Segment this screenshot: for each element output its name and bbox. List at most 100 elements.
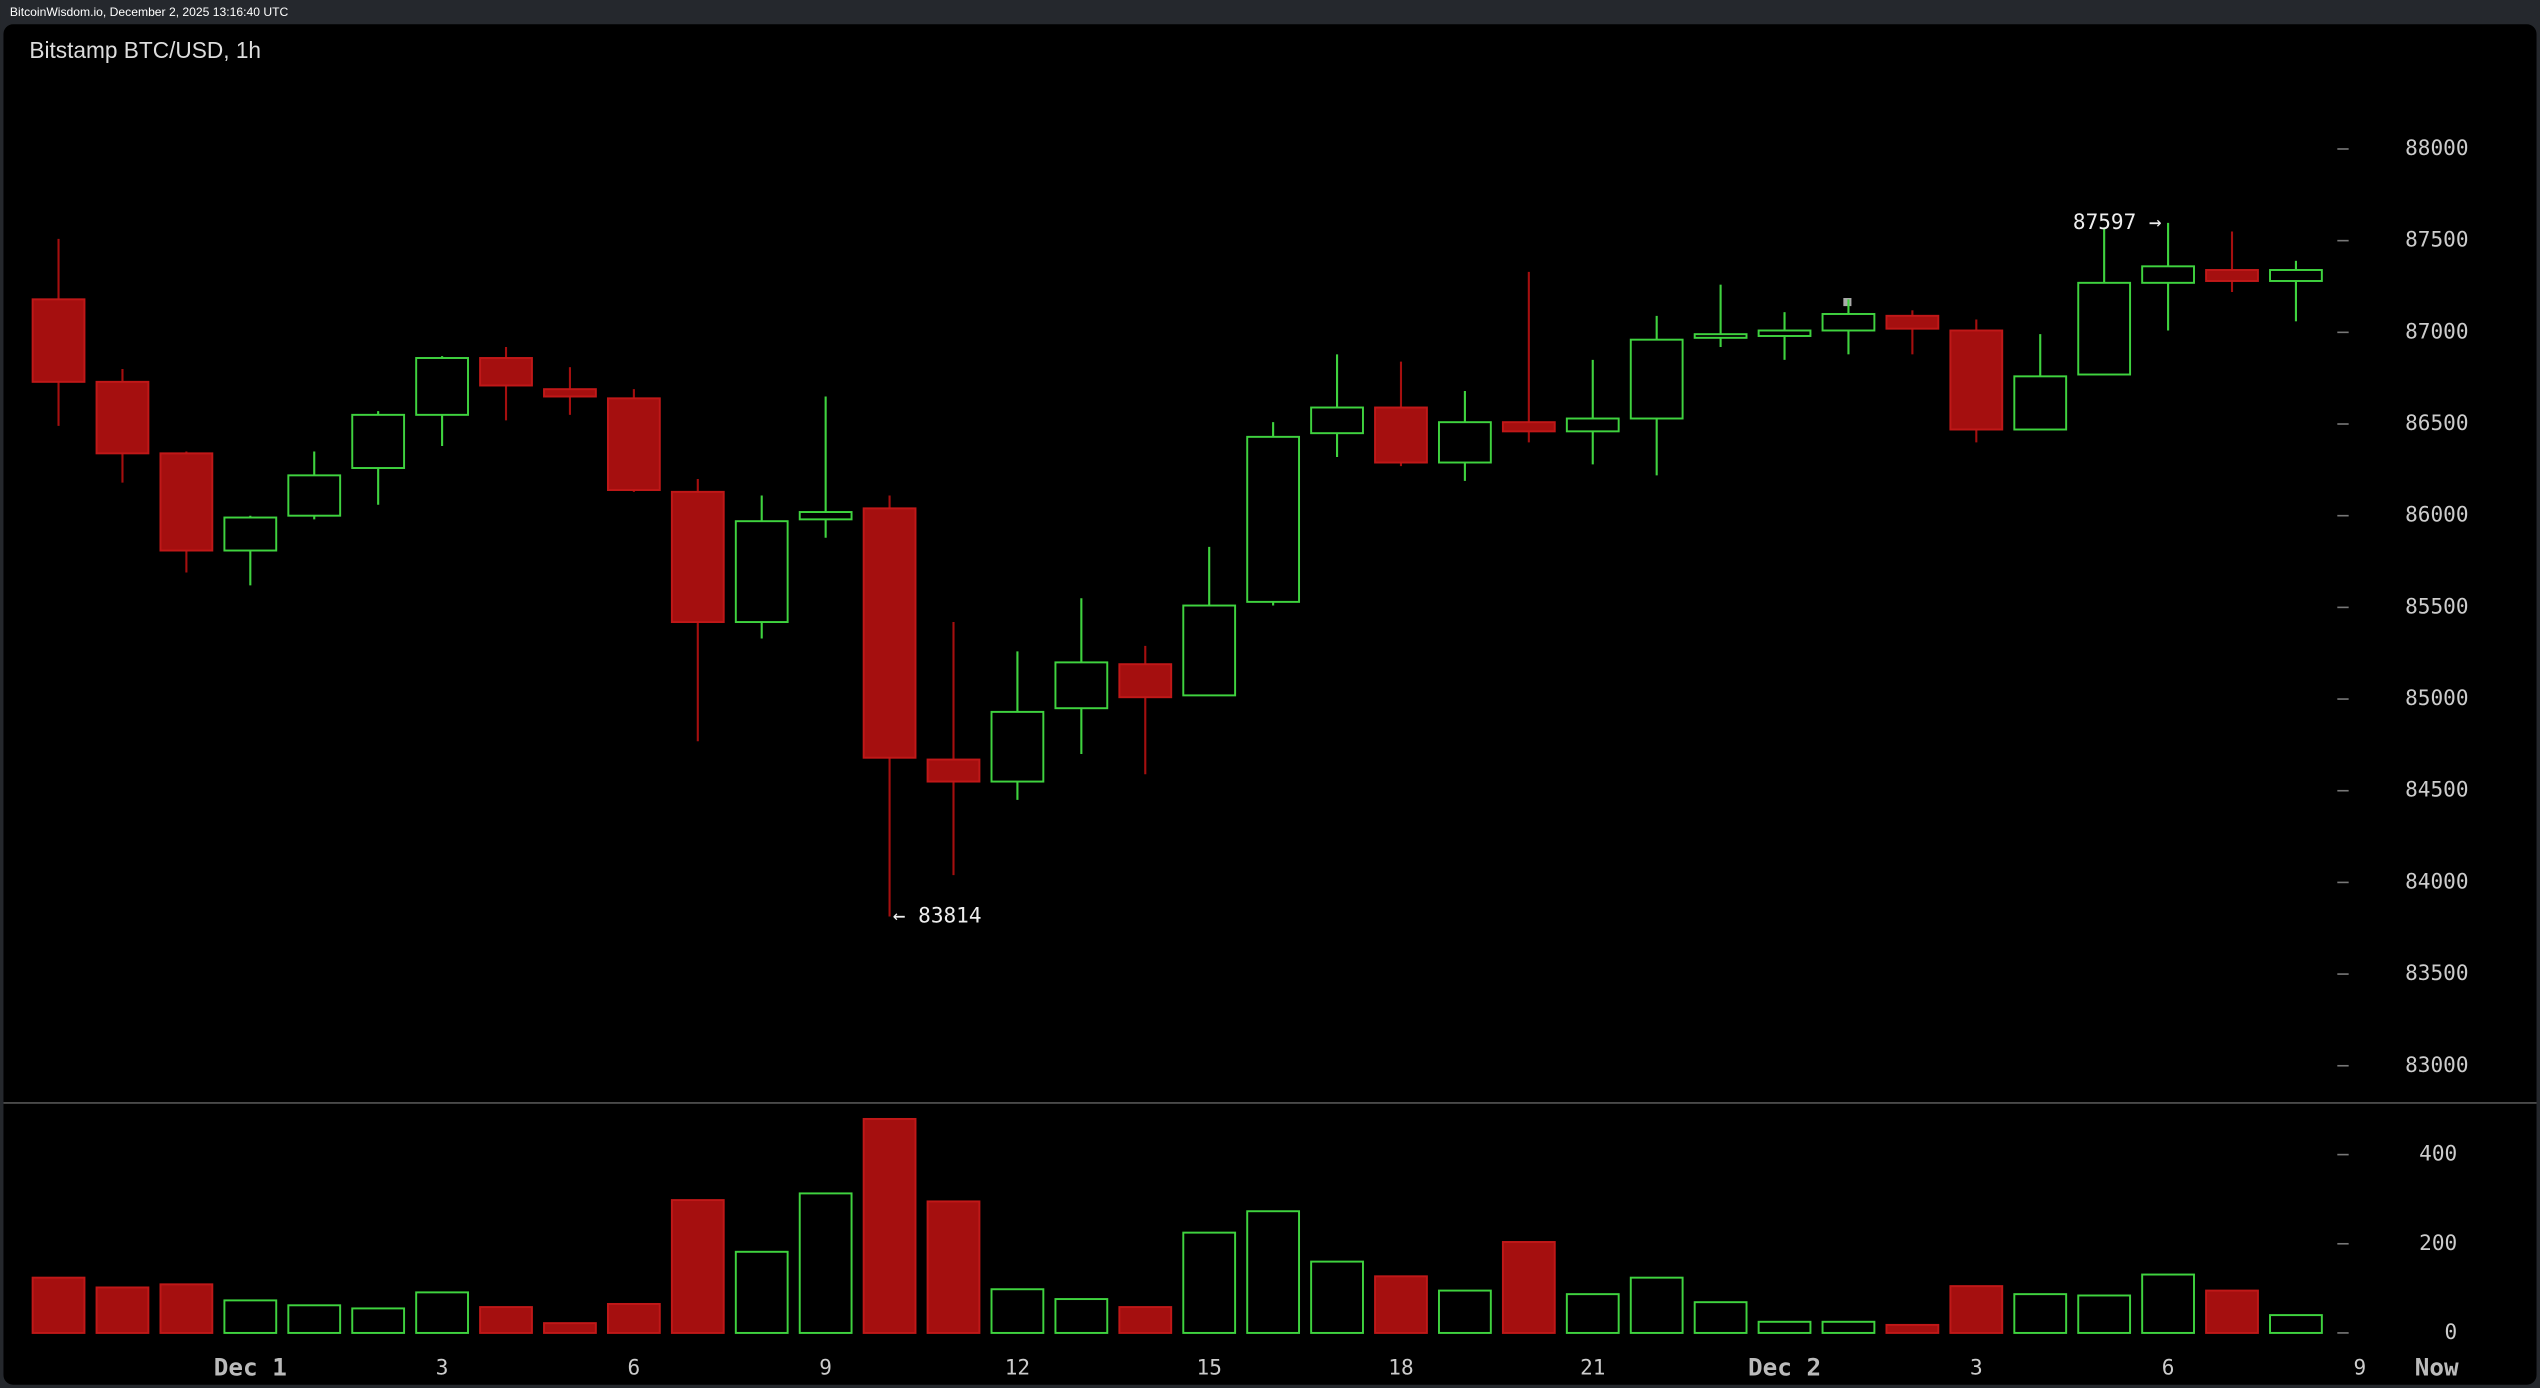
candle-body	[415, 357, 469, 416]
marker	[1843, 298, 1852, 307]
x-tick-label: 9	[819, 1355, 832, 1380]
candle-body	[798, 511, 853, 521]
y-tick-label: 83000	[2405, 1052, 2468, 1077]
y-tick-label: 84500	[2405, 777, 2468, 802]
candle-body	[670, 490, 725, 624]
candle-body	[1565, 417, 1620, 433]
candle-body	[990, 710, 1045, 783]
price-annotation: ← 83814	[893, 903, 982, 928]
x-tick-label: 12	[1005, 1355, 1030, 1380]
volume-bar	[670, 1199, 725, 1334]
x-tick-label: 3	[1970, 1355, 1983, 1380]
volume-bar	[1182, 1231, 1237, 1334]
volume-bar	[2269, 1314, 2323, 1334]
x-tick-label: 6	[2162, 1355, 2175, 1380]
candle-body	[1885, 314, 1940, 330]
price-annotation: 87597 →	[2073, 209, 2162, 234]
candle-body	[1310, 406, 1364, 435]
volume-bar	[734, 1250, 789, 1334]
candle-body	[1438, 421, 1492, 464]
volume-bar	[1246, 1210, 1301, 1334]
volume-bar	[415, 1291, 469, 1334]
candle-body	[1501, 421, 1556, 433]
volume-bar	[1821, 1320, 1876, 1334]
chart-title: Bitstamp BTC/USD, 1h	[29, 37, 261, 63]
volume-bar	[2077, 1294, 2132, 1334]
candle-body	[223, 516, 278, 552]
volume-bar	[1310, 1260, 1364, 1334]
volume-bar	[798, 1192, 853, 1334]
volume-bar	[1629, 1276, 1684, 1334]
candle-body	[2269, 269, 2323, 282]
candle-body	[31, 298, 86, 383]
source-header: BitcoinWisdom.io, December 2, 2025 13:16…	[10, 5, 289, 19]
volume-bar	[1374, 1275, 1428, 1334]
volume-bar	[1118, 1306, 1173, 1334]
volume-bar	[1757, 1320, 1812, 1334]
candle-body	[862, 507, 917, 759]
candle-body	[2077, 281, 2132, 376]
y-tick-label: 85500	[2405, 593, 2468, 618]
volume-bar	[95, 1286, 150, 1334]
volume-bar	[1885, 1323, 1940, 1334]
candle-body	[351, 413, 406, 469]
candle-body	[95, 380, 150, 455]
x-tick-label: 6	[628, 1355, 641, 1380]
candle-body	[1374, 406, 1428, 464]
volume-bar	[543, 1322, 597, 1334]
candle-body	[1182, 604, 1237, 697]
y-tick-label: 87500	[2405, 227, 2468, 252]
candle-body	[1949, 329, 2004, 431]
volume-bar	[1054, 1298, 1109, 1334]
volume-bar	[606, 1302, 661, 1334]
chart-panel	[3, 24, 2537, 1385]
candle-body	[2205, 269, 2259, 282]
x-tick-label: 21	[1580, 1355, 1605, 1380]
candle-body	[1118, 663, 1173, 699]
volume-bar	[2205, 1289, 2259, 1334]
candle-body	[2141, 265, 2195, 284]
volume-bar	[926, 1200, 981, 1334]
y-tick-label: 87000	[2405, 318, 2468, 343]
candle-body	[1629, 338, 1684, 420]
candle-body	[543, 388, 597, 398]
volume-bar	[31, 1276, 86, 1334]
candle-body	[1054, 661, 1109, 710]
x-tick-label: 15	[1197, 1355, 1222, 1380]
x-tick-label: Now	[2415, 1353, 2459, 1382]
candle-body	[1821, 313, 1876, 332]
x-tick-label: Dec 1	[214, 1353, 287, 1382]
volume-bar	[1501, 1241, 1556, 1334]
candle-body	[2013, 375, 2068, 431]
volume-bar	[1565, 1293, 1620, 1334]
volume-bar	[2013, 1293, 2068, 1334]
volume-bar	[159, 1283, 214, 1334]
candle-body	[479, 357, 533, 387]
x-tick-label: 9	[2354, 1355, 2367, 1380]
volume-bar	[1438, 1289, 1492, 1334]
volume-y-tick-label: 200	[2419, 1230, 2457, 1255]
volume-bar	[351, 1307, 406, 1334]
x-tick-label: Dec 2	[1748, 1353, 1821, 1382]
volume-bar	[479, 1306, 533, 1334]
candle-body	[1246, 435, 1301, 603]
y-tick-label: 83500	[2405, 960, 2468, 985]
candle-body	[926, 758, 981, 783]
volume-bar	[2141, 1273, 2195, 1334]
candle-body	[287, 474, 342, 517]
candle-body	[606, 397, 661, 491]
volume-bar	[223, 1299, 278, 1334]
volume-bar	[1949, 1285, 2004, 1334]
y-tick-label: 88000	[2405, 135, 2468, 160]
volume-bar	[990, 1288, 1045, 1334]
x-tick-label: 3	[436, 1355, 449, 1380]
x-tick-label: 18	[1388, 1355, 1413, 1380]
y-tick-label: 86500	[2405, 410, 2468, 435]
volume-bar	[862, 1117, 917, 1334]
y-tick-label: 86000	[2405, 502, 2468, 527]
candle-body	[159, 452, 214, 552]
y-tick-label: 84000	[2405, 868, 2468, 893]
volume-y-tick-label: 0	[2444, 1319, 2457, 1344]
